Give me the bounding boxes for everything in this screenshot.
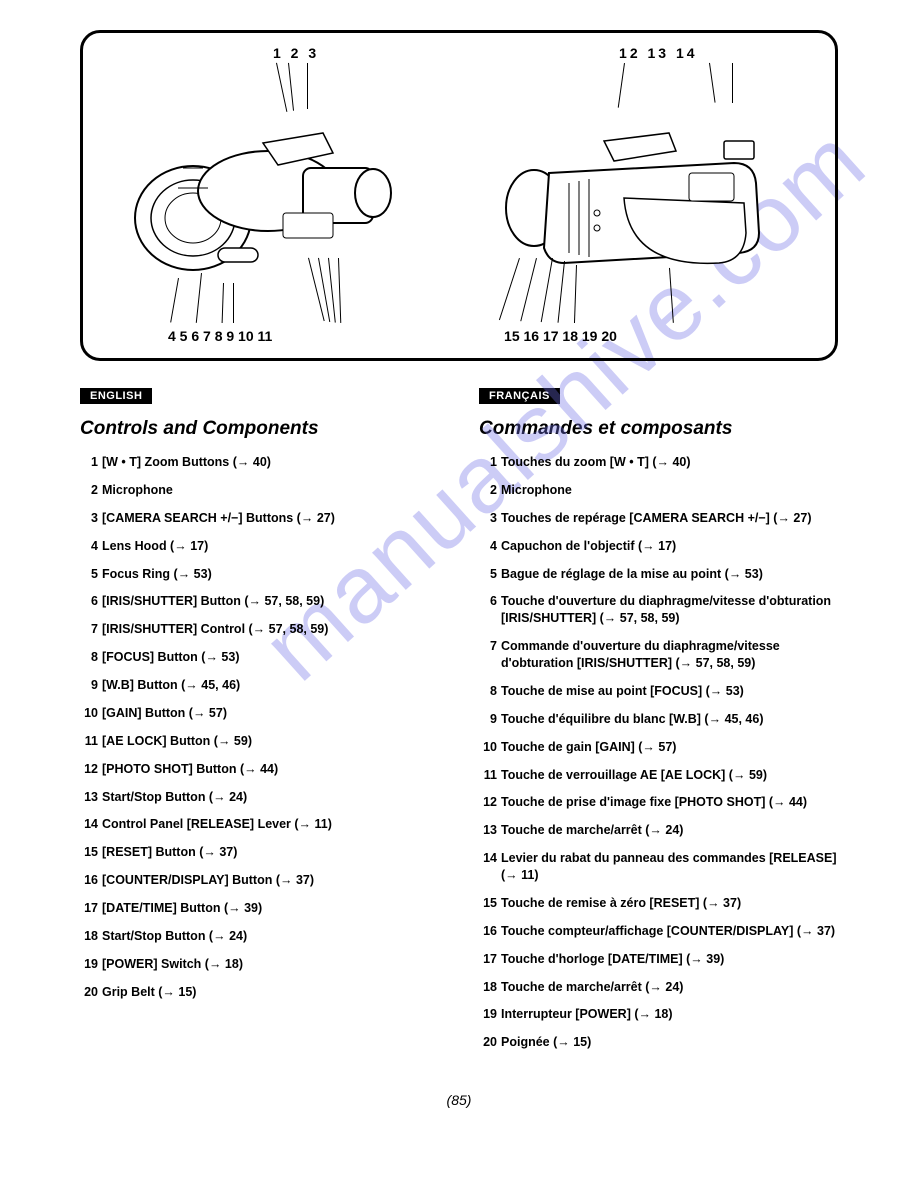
list-item: [CAMERA SEARCH +/−] Buttons (→ 27)	[80, 510, 439, 527]
english-title: Controls and Components	[80, 418, 439, 440]
list-item: [COUNTER/DISPLAY] Button (→ 37)	[80, 872, 439, 889]
list-item: Bague de réglage de la mise au point (→ …	[479, 566, 838, 583]
list-item: [RESET] Button (→ 37)	[80, 844, 439, 861]
list-item: [W • T] Zoom Buttons (→ 40)	[80, 454, 439, 471]
list-item: [FOCUS] Button (→ 53)	[80, 649, 439, 666]
camera-left-illustration	[123, 113, 403, 283]
list-item: Focus Ring (→ 53)	[80, 566, 439, 583]
list-item: Touche de verrouillage AE [AE LOCK] (→ 5…	[479, 767, 838, 784]
content-columns: ENGLISH Controls and Components [W • T] …	[80, 386, 838, 1062]
bottom-numbers-right: 15 16 17 18 19 20	[504, 328, 617, 344]
manual-page: manualshive.com 1 2 3	[0, 0, 918, 1148]
list-item: Touche de prise d'image fixe [PHOTO SHOT…	[479, 794, 838, 811]
french-title: Commandes et composants	[479, 418, 838, 440]
list-item: Touche d'horloge [DATE/TIME] (→ 39)	[479, 951, 838, 968]
list-item: Start/Stop Button (→ 24)	[80, 789, 439, 806]
english-column: ENGLISH Controls and Components [W • T] …	[80, 386, 439, 1062]
list-item: Start/Stop Button (→ 24)	[80, 928, 439, 945]
list-item: [AE LOCK] Button (→ 59)	[80, 733, 439, 750]
french-list: Touches du zoom [W • T] (→ 40) Microphone…	[479, 454, 838, 1051]
page-number: (85)	[80, 1092, 838, 1108]
list-item: Control Panel [RELEASE] Lever (→ 11)	[80, 816, 439, 833]
list-item: Touche compteur/affichage [COUNTER/DISPL…	[479, 923, 838, 940]
list-item: [GAIN] Button (→ 57)	[80, 705, 439, 722]
list-item: Grip Belt (→ 15)	[80, 984, 439, 1001]
english-list: [W • T] Zoom Buttons (→ 40) Microphone [CA…	[80, 454, 439, 1001]
list-item: Levier du rabat du panneau des commandes…	[479, 850, 838, 884]
list-item: Interrupteur [POWER] (→ 18)	[479, 1006, 838, 1023]
diagram-right-view: 12 13 14 15 16 17 18 19 20	[464, 43, 825, 348]
list-item: Touches de repérage [CAMERA SEARCH +/−] …	[479, 510, 838, 527]
french-column: FRANÇAIS Commandes et composants Touches…	[479, 386, 838, 1062]
list-item: [PHOTO SHOT] Button (→ 44)	[80, 761, 439, 778]
list-item: [POWER] Switch (→ 18)	[80, 956, 439, 973]
top-numbers-right: 12 13 14	[619, 45, 698, 61]
list-item: Lens Hood (→ 17)	[80, 538, 439, 555]
bottom-numbers-left: 4 5 6 7 8 9 10 11	[168, 328, 272, 344]
list-item: [IRIS/SHUTTER] Control (→ 57, 58, 59)	[80, 621, 439, 638]
list-item: Poignée (→ 15)	[479, 1034, 838, 1051]
list-item: Touche de marche/arrêt (→ 24)	[479, 979, 838, 996]
diagram-box: 1 2 3	[80, 30, 838, 361]
list-item: [DATE/TIME] Button (→ 39)	[80, 900, 439, 917]
list-item: Microphone	[80, 482, 439, 499]
list-item: Microphone	[479, 482, 838, 499]
list-item: Touche d'équilibre du blanc [W.B] (→ 45,…	[479, 711, 838, 728]
list-item: Touches du zoom [W • T] (→ 40)	[479, 454, 838, 471]
list-item: Touche d'ouverture du diaphragme/vitesse…	[479, 593, 838, 627]
french-badge: FRANÇAIS	[479, 388, 560, 404]
list-item: Commande d'ouverture du diaphragme/vites…	[479, 638, 838, 672]
list-item: [W.B] Button (→ 45, 46)	[80, 677, 439, 694]
english-badge: ENGLISH	[80, 388, 152, 404]
list-item: [IRIS/SHUTTER] Button (→ 57, 58, 59)	[80, 593, 439, 610]
top-numbers-left: 1 2 3	[273, 45, 319, 61]
diagram-left-view: 1 2 3	[93, 43, 454, 348]
list-item: Touche de gain [GAIN] (→ 57)	[479, 739, 838, 756]
list-item: Capuchon de l'objectif (→ 17)	[479, 538, 838, 555]
list-item: Touche de remise à zéro [RESET] (→ 37)	[479, 895, 838, 912]
list-item: Touche de marche/arrêt (→ 24)	[479, 822, 838, 839]
list-item: Touche de mise au point [FOCUS] (→ 53)	[479, 683, 838, 700]
